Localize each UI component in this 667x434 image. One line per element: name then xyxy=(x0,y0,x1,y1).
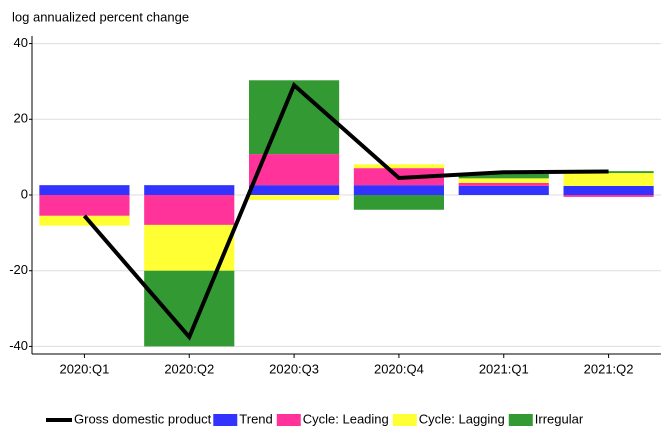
bar-segment xyxy=(563,185,654,195)
legend-label: Trend xyxy=(239,411,272,426)
y-tick-label: -40 xyxy=(9,338,28,353)
bar-segment xyxy=(563,195,654,197)
x-tick-label: 2020:Q2 xyxy=(164,361,214,376)
bar-segment xyxy=(353,195,444,210)
x-tick-label: 2020:Q3 xyxy=(269,361,319,376)
legend-label: Gross domestic product xyxy=(74,411,212,426)
legend-swatch xyxy=(276,414,301,426)
bar-segment xyxy=(39,215,130,226)
bar-segment xyxy=(353,185,444,195)
x-tick-label: 2020:Q1 xyxy=(59,361,109,376)
x-tick-label: 2021:Q2 xyxy=(584,361,634,376)
x-tick-label: 2020:Q4 xyxy=(374,361,424,376)
bar-segment xyxy=(563,173,654,186)
bar-segment xyxy=(39,185,130,195)
x-tick-label: 2021:Q1 xyxy=(479,361,529,376)
bar-segment xyxy=(353,164,444,169)
bar-segment xyxy=(458,182,549,186)
legend-swatch xyxy=(508,414,533,426)
bar-segment xyxy=(458,178,549,183)
line-series xyxy=(82,81,609,341)
legend-swatch xyxy=(392,414,417,426)
bar-segment xyxy=(144,185,235,195)
legend-label: Irregular xyxy=(535,411,584,426)
legend-label: Cycle: Leading xyxy=(303,411,389,426)
legend-swatch xyxy=(213,414,238,426)
bar-segment xyxy=(144,195,235,225)
y-tick-label: 40 xyxy=(14,35,28,50)
bar-segment xyxy=(249,80,340,155)
bar-segment xyxy=(458,185,549,195)
y-tick-label: 20 xyxy=(14,111,28,126)
y-tick-label: 0 xyxy=(21,186,28,201)
bar-segment xyxy=(39,195,130,216)
bar-segment xyxy=(249,195,340,200)
bar-segment xyxy=(458,173,549,179)
bar-segment xyxy=(249,185,340,195)
y-tick-label: -20 xyxy=(9,262,28,277)
legend-label: Cycle: Lagging xyxy=(419,411,505,426)
y-axis-label: log annualized percent change xyxy=(12,9,189,24)
